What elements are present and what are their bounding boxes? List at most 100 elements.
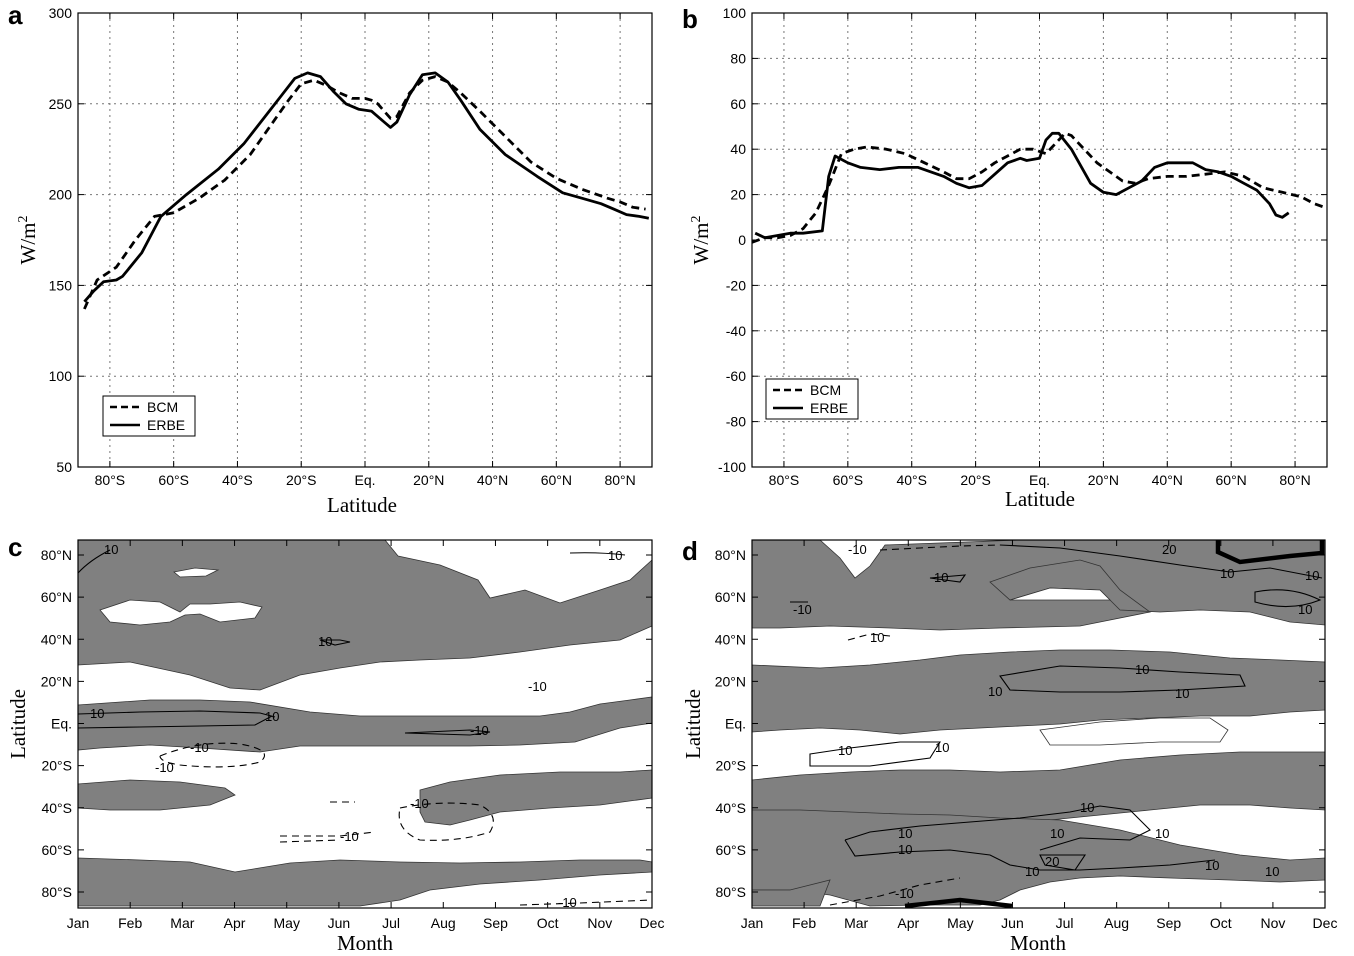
x-tick-label: Jan [67, 915, 90, 931]
y-tick-label: 50 [56, 459, 72, 475]
contour-label: 10 [1220, 566, 1234, 581]
x-tick-label: Eq. [354, 472, 375, 488]
contour-label: 10 [1025, 864, 1039, 879]
panel-letter-d: d [682, 536, 698, 566]
x-tick-label: Apr [897, 915, 919, 931]
legend-label: BCM [810, 382, 841, 398]
x-tick-label: 80°N [604, 472, 635, 488]
contour-label: 20 [1045, 854, 1059, 869]
legend-box [102, 395, 196, 437]
panel-d-contour-labels: -10 20 10 10 10 -10 10 10 10 10 10 10 10… [793, 542, 1319, 901]
x-tick-label: 60°N [1216, 472, 1247, 488]
x-tick-label: 40°N [477, 472, 508, 488]
y-tick-label: -80 [726, 414, 746, 430]
x-tick-label: Dec [1313, 915, 1338, 931]
x-tick-label: 20°N [413, 472, 444, 488]
y-tick-label: Eq. [725, 716, 746, 732]
y-axis-label: Latitude [6, 689, 30, 759]
panel-d-shaded-regions [751, 539, 1326, 907]
y-tick-label: 80°S [41, 884, 72, 900]
y-axis-label: W/m2 [16, 216, 40, 265]
panel-d-contour-map: -10 20 10 10 10 -10 10 10 10 10 10 10 10… [681, 539, 1338, 955]
y-tick-label: 40°N [715, 631, 746, 647]
x-tick-label: Eq. [1029, 472, 1050, 488]
x-tick-label: Nov [1260, 915, 1285, 931]
legend-label: ERBE [810, 400, 848, 416]
y-tick-label: 60°N [715, 589, 746, 605]
y-tick-label: 250 [49, 96, 73, 112]
y-tick-label: 60°N [41, 589, 72, 605]
x-tick-label: Jul [1056, 915, 1074, 931]
series-line-erbe [754, 131, 1290, 240]
x-axis-label: Latitude [1005, 487, 1075, 511]
y-tick-label: 80°N [715, 547, 746, 563]
y-tick-label: 60°S [715, 842, 746, 858]
y-tick-label: 80 [730, 50, 746, 66]
x-tick-label: Oct [537, 915, 559, 931]
contour-label: 10 [318, 634, 332, 649]
x-axis-label: Month [1010, 931, 1067, 955]
y-tick-label: 40°S [715, 800, 746, 816]
contour-label: -10 [410, 796, 429, 811]
contour-label: 10 [1305, 568, 1319, 583]
x-tick-label: Jul [382, 915, 400, 931]
contour-label: 10 [1265, 864, 1279, 879]
x-axis-label: Latitude [327, 493, 397, 517]
contour-label: 10 [1205, 858, 1219, 873]
x-tick-label: Jun [328, 915, 351, 931]
contour-label: 10 [898, 826, 912, 841]
contour-label: 10 [870, 630, 884, 645]
contour-label: 10 [1298, 602, 1312, 617]
contour-label: 10 [1135, 662, 1149, 677]
contour-label: -10 [340, 829, 359, 844]
contour-label: 20 [1162, 542, 1176, 557]
contour-label: 10 [988, 684, 1002, 699]
y-tick-label: 20°N [715, 673, 746, 689]
x-tick-label: Jun [1001, 915, 1024, 931]
contour-label: 10 [265, 709, 279, 724]
legend-label: ERBE [147, 417, 185, 433]
y-tick-label: 100 [723, 5, 747, 21]
y-tick-label: -100 [718, 459, 746, 475]
panel-c-contour-map: 10 10 10 10 10 -10 -10 -10 -10 -10 -10 -… [6, 539, 664, 955]
contour-label: -10 [470, 723, 489, 738]
y-tick-label: 0 [738, 232, 746, 248]
x-tick-label: Feb [118, 915, 142, 931]
series-line-erbe [83, 71, 650, 303]
contour-label: -10 [528, 679, 547, 694]
y-tick-label: -20 [726, 277, 746, 293]
contour-label: 10 [934, 570, 948, 585]
x-tick-label: 80°S [769, 472, 800, 488]
y-tick-label: 20°N [41, 673, 72, 689]
y-axis-label: Latitude [681, 689, 705, 759]
x-tick-label: 40°S [222, 472, 253, 488]
series-line-bcm [751, 131, 1328, 244]
y-tick-label: 60°S [41, 842, 72, 858]
y-tick-label: 80°N [41, 547, 72, 563]
x-tick-label: 60°S [833, 472, 864, 488]
panel-c-shaded-regions [77, 539, 653, 907]
legend: BCM ERBE [102, 395, 196, 437]
panel-a-line-chart: 50 100 150 200 250 300 80°S 60°S 40°S 20°S Eq. 20°N… [16, 5, 653, 517]
y-tick-label: 80°S [715, 884, 746, 900]
y-tick-label: 100 [49, 368, 73, 384]
series-line-bcm [83, 75, 646, 310]
x-axis-label: Month [337, 931, 394, 955]
panel-c-contour-labels: 10 10 10 10 10 -10 -10 -10 -10 -10 -10 -… [90, 542, 622, 910]
contour-label: 10 [935, 740, 949, 755]
x-tick-label: Mar [170, 915, 194, 931]
legend-label: BCM [147, 399, 178, 415]
x-tick-label: 20°S [286, 472, 317, 488]
x-tick-label: 60°N [541, 472, 572, 488]
contour-label: 10 [608, 548, 622, 563]
contour-label: -10 [793, 602, 812, 617]
panel-letter-a: a [8, 0, 23, 30]
x-tick-label: Oct [1210, 915, 1232, 931]
panel-letter-c: c [8, 532, 22, 562]
y-tick-label: 300 [49, 5, 73, 21]
y-tick-label: 20 [730, 187, 746, 203]
x-tick-label: 20°N [1088, 472, 1119, 488]
y-axis-label-superscript: 2 [16, 216, 31, 223]
panel-c-white-holes [99, 567, 263, 626]
